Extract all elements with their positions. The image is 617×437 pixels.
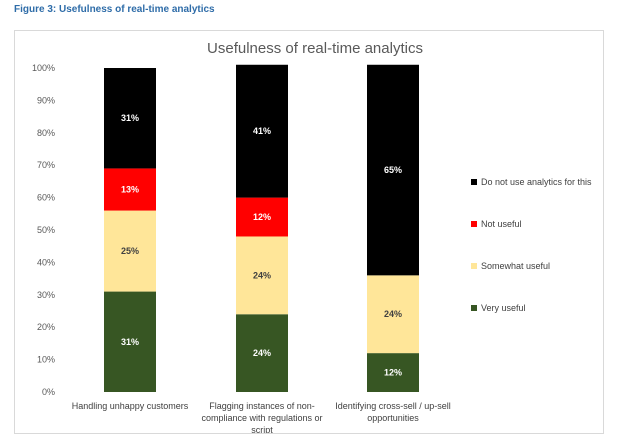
bar-segment [104, 68, 156, 169]
chart-title: Usefulness of real-time analytics [207, 40, 423, 57]
y-tick-label: 30% [37, 290, 55, 300]
bar-segment [367, 64, 419, 276]
data-label: 12% [253, 212, 271, 222]
data-label: 24% [384, 309, 402, 319]
chart-frame: Usefulness of real-time analytics 0% 10% 2… [14, 30, 604, 434]
legend-label: Somewhat useful [481, 261, 550, 271]
bar-segment [104, 210, 156, 292]
bars [104, 64, 419, 392]
data-label: 13% [121, 185, 139, 195]
legend-swatch [471, 263, 477, 269]
data-label: 31% [121, 113, 139, 123]
y-tick-label: 100% [32, 63, 55, 73]
y-tick-label: 0% [42, 387, 55, 397]
data-label: 41% [253, 126, 271, 136]
data-label: 31% [121, 337, 139, 347]
bar-segment [367, 353, 419, 392]
data-label: 65% [384, 165, 402, 175]
bar-segment [236, 64, 288, 198]
y-tick-label: 40% [37, 257, 55, 267]
legend-label: Do not use analytics for this [481, 177, 592, 187]
legend-swatch [471, 179, 477, 185]
y-tick-label: 10% [37, 355, 55, 365]
y-tick-label: 60% [37, 193, 55, 203]
legend-label: Very useful [481, 303, 526, 313]
data-label: 12% [384, 368, 402, 378]
y-axis: 0% 10% 20% 30% 40% 50% 60% 70% 80% 90% 100% [32, 63, 55, 397]
y-tick-label: 50% [37, 225, 55, 235]
data-label: 24% [253, 348, 271, 358]
x-tick-label: Identifying cross-sell / up-sell opportun… [335, 401, 451, 423]
stacked-bar-chart: Usefulness of real-time analytics 0% 10% 2… [32, 40, 592, 433]
y-tick-label: 70% [37, 160, 55, 170]
bar-segment [236, 236, 288, 315]
y-tick-label: 20% [37, 322, 55, 332]
x-tick-label: Handling unhappy customers [72, 401, 189, 411]
bar-segment [367, 275, 419, 354]
y-tick-label: 90% [37, 95, 55, 105]
bar-segment [104, 168, 156, 211]
legend-swatch [471, 221, 477, 227]
legend: Do not use analytics for this Not useful S… [471, 177, 592, 313]
data-labels: 31% 25% 13% 31% 24% 24% 12% 41% 12% 24% 65% [121, 113, 402, 377]
bar-segment [236, 197, 288, 237]
data-label: 25% [121, 246, 139, 256]
bar-segment [236, 314, 288, 392]
data-label: 24% [253, 270, 271, 280]
figure-caption: Figure 3: Usefulness of real-time analyt… [14, 4, 215, 15]
bar-segment [104, 291, 156, 392]
y-tick-label: 80% [37, 128, 55, 138]
legend-swatch [471, 305, 477, 311]
x-tick-label: Flagging instances of non-compliance wit… [201, 401, 322, 433]
legend-label: Not useful [481, 219, 522, 229]
x-axis: Handling unhappy customers Flagging insta… [72, 401, 451, 433]
